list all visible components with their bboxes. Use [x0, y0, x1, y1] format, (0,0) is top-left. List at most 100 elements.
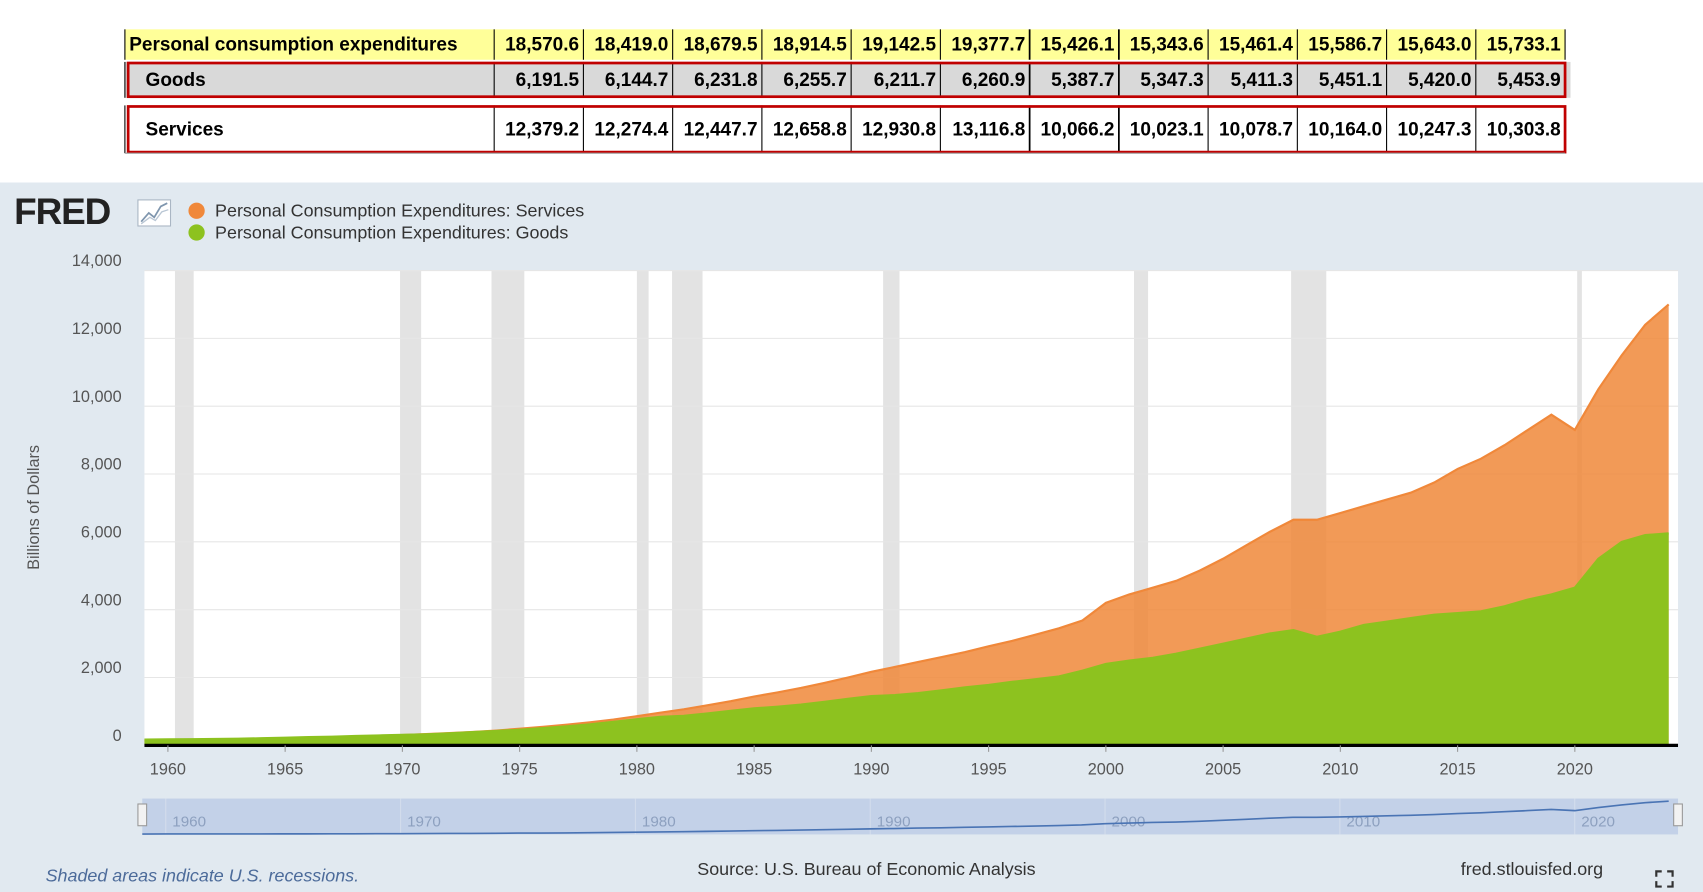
recession-band [400, 270, 422, 746]
series-line [144, 532, 1669, 741]
table-row [124, 29, 1566, 60]
logo-icon [137, 199, 172, 227]
recession-note: Shaded areas indicate U.S. recessions. [46, 866, 359, 886]
cell-value: 12,447.7 [684, 119, 758, 140]
y-tick-label: 2,000 [81, 659, 122, 677]
y-tick-label: 12,000 [72, 320, 122, 338]
x-tick-label: 2010 [1322, 761, 1358, 779]
x-tick-label: 1985 [736, 761, 772, 779]
cell-value: 15,643.0 [1398, 35, 1472, 56]
y-tick-label: 4,000 [81, 591, 122, 609]
cell-value: 15,426.1 [1041, 35, 1115, 56]
cell-value: 5,387.7 [1051, 70, 1114, 91]
table-row [124, 105, 1566, 154]
cell-value: 6,211.7 [874, 70, 936, 91]
table: Personal consumption expenditures 18,570.… [124, 29, 1571, 154]
source: Source: U.S. Bureau of Economic Analysis [697, 859, 1035, 879]
navigator-handle-right[interactable] [1673, 803, 1683, 827]
cell-value: 15,733.1 [1487, 35, 1561, 56]
row-label: Personal consumption expenditures [129, 35, 457, 56]
cell-value: 18,679.5 [684, 35, 758, 56]
cell-value: 6,255.7 [783, 70, 846, 91]
row-label: Services [146, 119, 224, 140]
cell-value: 10,066.2 [1041, 119, 1115, 140]
cell-value: 6,191.5 [516, 70, 580, 91]
series-area [144, 533, 1669, 746]
x-tick-label: 1995 [971, 761, 1007, 779]
cell-value: 12,379.2 [505, 119, 579, 140]
y-tick-label: 6,000 [81, 523, 122, 541]
cell-value: 12,930.8 [862, 119, 936, 140]
legend: Personal Consumption Expenditures: Servi… [188, 201, 584, 242]
recession-band [672, 270, 703, 746]
navigator-tick-label: 2000 [1112, 813, 1146, 830]
cell-value: 5,453.9 [1497, 70, 1560, 91]
navigator-tick-label: 1980 [642, 813, 676, 830]
cell-value: 15,343.6 [1130, 35, 1204, 56]
cell-value: 10,164.0 [1308, 119, 1382, 140]
y-tick-label: 8,000 [81, 456, 122, 474]
cell-value: 13,116.8 [952, 119, 1025, 140]
navigator-tick-label: 1990 [877, 813, 911, 830]
highlight-box [126, 105, 1567, 154]
plot: 0 2,000 4,000 6,000 8,000 10,000 12,000 14,000 1… [72, 252, 1679, 779]
navigator-tick-label: 1960 [172, 813, 206, 830]
navigator-tick-label: 2010 [1346, 813, 1380, 830]
cell-value: 15,586.7 [1308, 35, 1382, 56]
navigator-handle-left[interactable] [137, 803, 148, 827]
cell-value: 10,303.8 [1487, 119, 1561, 140]
row-label: Goods [146, 70, 206, 91]
navigator-tick-label: 1970 [407, 813, 441, 830]
logo: FRED [14, 191, 111, 232]
cell-value: 15,461.4 [1219, 35, 1293, 56]
recession-band [174, 270, 194, 746]
x-tick-label: 1980 [619, 761, 655, 779]
x-tick-label: 1960 [150, 761, 186, 779]
cell-value: 18,570.6 [505, 35, 579, 56]
x-tick-label: 2015 [1439, 761, 1475, 779]
cell-value: 10,247.3 [1398, 119, 1472, 140]
legend-label: Personal Consumption Expenditures: Goods [215, 222, 568, 242]
cell-value: 18,419.0 [594, 35, 668, 56]
x-tick-label: 2020 [1557, 761, 1593, 779]
cell-value: 12,658.8 [773, 119, 847, 140]
cell-value: 5,420.0 [1408, 70, 1471, 91]
navigator-line [142, 800, 1669, 835]
cell-value: 12,274.4 [594, 119, 668, 140]
x-tick-label: 2005 [1205, 761, 1241, 779]
cell-value: 19,377.7 [951, 35, 1025, 56]
navigator-tick-label: 2020 [1581, 813, 1615, 830]
y-axis-label: Billions of Dollars [25, 445, 43, 570]
table-row [124, 61, 1571, 98]
highlight-box [126, 61, 1567, 99]
site-link[interactable]: fred.stlouisfed.org [1461, 859, 1603, 879]
cell-value: 5,411.3 [1231, 70, 1293, 91]
x-tick-label: 1975 [502, 761, 538, 779]
recession-band [883, 270, 900, 746]
recession-band [491, 270, 525, 746]
cell-value: 19,142.5 [862, 35, 936, 56]
x-tick-label: 1990 [853, 761, 889, 779]
cell-value: 10,078.7 [1219, 119, 1293, 140]
legend-marker [188, 202, 205, 219]
x-tick-label: 1965 [267, 761, 303, 779]
cell-value: 5,347.3 [1140, 70, 1203, 91]
recession-band [636, 270, 649, 746]
cell-value: 5,451.1 [1319, 70, 1383, 91]
x-tick-label: 2000 [1088, 761, 1124, 779]
legend-marker [188, 224, 205, 241]
cell-value: 6,260.9 [962, 70, 1025, 91]
navigator-content: 1960 1970 1980 1990 2000 2010 2020 [142, 798, 1669, 835]
legend-label: Personal Consumption Expenditures: Servi… [215, 201, 584, 221]
x-tick-label: 1970 [384, 761, 420, 779]
cell-value: 6,231.8 [694, 70, 757, 91]
y-tick-label: 0 [113, 727, 122, 745]
cell-value: 10,023.1 [1130, 119, 1204, 140]
fullscreen-icon[interactable] [1655, 870, 1674, 888]
cell-value: 6,144.7 [605, 70, 668, 91]
y-tick-label: 10,000 [72, 388, 122, 406]
cell-value: 18,914.5 [773, 35, 847, 56]
y-tick-label: 14,000 [72, 252, 122, 270]
